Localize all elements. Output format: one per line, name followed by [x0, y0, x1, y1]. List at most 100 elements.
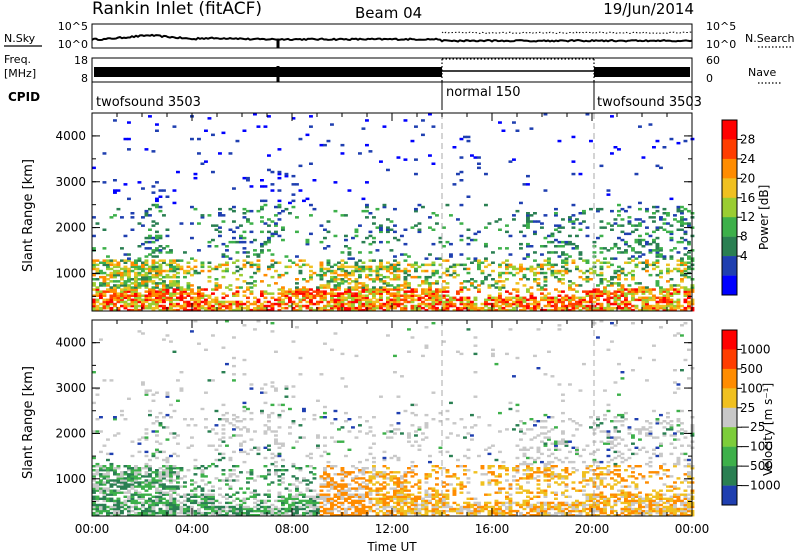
velocity-cell: [127, 465, 131, 468]
velocity-cell: [106, 497, 110, 500]
power-cell: [312, 271, 317, 275]
velocity-cell: [288, 505, 292, 509]
power-cell: [200, 216, 205, 219]
power-cell: [473, 280, 478, 283]
velocity-cell: [344, 485, 348, 488]
power-cell: [575, 247, 579, 250]
power-cell: [631, 290, 635, 293]
power-cell: [428, 113, 432, 116]
power-cell: [99, 306, 103, 310]
velocity-cell: [113, 434, 117, 437]
power-cell: [221, 253, 226, 256]
power-cell: [344, 234, 348, 238]
velocity-cell: [498, 509, 502, 513]
power-cell: [242, 216, 247, 219]
power-cell: [442, 226, 446, 229]
velocity-cell: [501, 460, 506, 464]
power-cell: [676, 290, 681, 293]
velocity-cell: [365, 420, 369, 423]
power-cell: [627, 232, 632, 236]
velocity-cell: [452, 489, 457, 492]
power-cell: [379, 278, 383, 281]
velocity-cell: [165, 509, 170, 513]
power-cell: [683, 275, 688, 279]
power-cell: [659, 271, 663, 275]
power-cell: [477, 259, 481, 262]
power-cell: [225, 249, 229, 252]
power-cell: [680, 220, 684, 223]
velocity-cell: [270, 511, 275, 515]
power-cell: [417, 284, 422, 287]
velocity-cell: [358, 499, 362, 503]
power-cell: [396, 302, 401, 306]
power-cell: [512, 158, 516, 161]
power-cell: [582, 306, 586, 310]
velocity-cell: [368, 489, 373, 492]
velocity-cell: [183, 495, 187, 498]
velocity-cell: [214, 505, 219, 509]
power-cell: [613, 271, 618, 275]
velocity-cell: [302, 409, 306, 413]
power-cell: [393, 259, 397, 262]
velocity-cell: [316, 399, 320, 402]
power-cell: [323, 290, 327, 293]
power-cell: [442, 245, 446, 248]
velocity-cell: [340, 487, 345, 490]
power-cell: [190, 296, 194, 300]
power-cell: [484, 226, 488, 229]
power-cell: [358, 296, 362, 300]
velocity-cell: [330, 514, 334, 517]
velocity-cell: [134, 485, 138, 488]
power-cell: [424, 302, 429, 306]
power-cell: [127, 286, 131, 289]
power-cell: [169, 269, 173, 273]
power-cell: [585, 234, 590, 238]
power-cell: [218, 265, 222, 269]
velocity-cell: [200, 487, 205, 490]
velocity-cell: [466, 481, 471, 484]
power-cell: [235, 278, 240, 281]
velocity-cell: [424, 477, 429, 480]
power-cell: [655, 261, 660, 264]
power-cell: [669, 257, 674, 260]
velocity-cell: [221, 428, 226, 431]
velocity-cell: [228, 456, 233, 460]
power-cell: [396, 296, 401, 300]
power-cell: [319, 273, 324, 277]
velocity-cell: [417, 448, 422, 451]
power-cell: [267, 224, 271, 227]
power-cell: [155, 282, 159, 285]
power-cell: [158, 288, 163, 291]
power-cell: [270, 253, 275, 256]
velocity-cell: [445, 505, 450, 509]
power-cell: [662, 212, 667, 215]
power-cell: [326, 261, 331, 264]
power-cell: [417, 275, 422, 279]
power-cell: [200, 265, 205, 269]
power-cell: [533, 298, 537, 302]
power-cell: [354, 228, 359, 231]
power-cell: [361, 127, 366, 130]
velocity-cell: [253, 509, 257, 513]
velocity-cell: [151, 452, 156, 456]
velocity-cell: [162, 493, 166, 496]
power-cell: [655, 251, 660, 254]
power-cell: [617, 304, 621, 308]
power-cell: [540, 267, 544, 271]
velocity-cell: [200, 473, 205, 476]
velocity-cell: [323, 416, 327, 419]
velocity-cell: [361, 477, 366, 480]
velocity-cell: [389, 430, 394, 433]
power-cell: [281, 226, 285, 229]
power-cell: [386, 282, 390, 285]
velocity-cell: [302, 493, 306, 496]
power-cell: [316, 308, 320, 312]
power-cell: [515, 282, 520, 285]
power-cell: [431, 282, 436, 285]
power-cell: [176, 265, 180, 269]
power-cell: [151, 306, 156, 310]
velocity-cell: [190, 499, 194, 503]
power-cell: [116, 280, 121, 283]
power-cell: [267, 236, 271, 240]
velocity-cell: [396, 395, 401, 398]
